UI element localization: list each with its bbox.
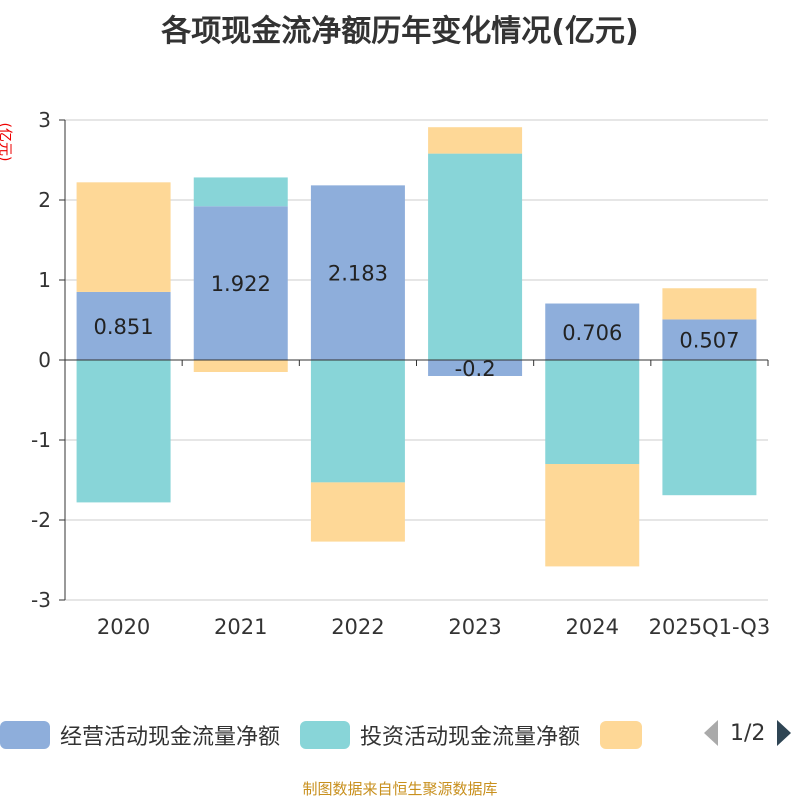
data-label: 0.851	[94, 315, 154, 339]
legend-item-investing[interactable]: 投资活动现金流量净额	[300, 719, 580, 751]
bar-1-2024	[545, 303, 640, 360]
bar-1-2020	[76, 291, 171, 360]
bar-2-2025Q1-Q3	[662, 360, 757, 496]
bar-3-2022	[310, 482, 405, 542]
bar-1-2023	[428, 360, 523, 376]
chart-title: 各项现金流净额历年变化情况(亿元)	[161, 14, 639, 49]
bar-2-2021	[193, 177, 288, 207]
plot-area: 3 2 1 0 -1 -2 -3 0.851 2020 1.922 2021 2.183 2022 -0.…	[31, 108, 771, 639]
data-label: -0.2	[455, 357, 496, 381]
x-tick-label: 2022	[331, 615, 384, 639]
legend-label: 投资活动现金流量净额	[360, 725, 581, 750]
bar-2-2024	[545, 360, 640, 464]
source-note: 制图数据来自恒生聚源数据库	[302, 780, 498, 798]
legend-pager: 1/2	[700, 718, 795, 748]
legend-swatch	[300, 721, 351, 749]
legend: 经营活动现金流量净额 投资活动现金流量净额	[0, 718, 672, 752]
bar-2-2022	[310, 360, 405, 483]
data-label: 0.507	[679, 329, 739, 353]
legend-item-third[interactable]	[600, 721, 652, 749]
legend-label: 经营活动现金流量净额	[60, 725, 281, 750]
data-label: 1.922	[211, 272, 271, 296]
data-label: 2.183	[328, 262, 388, 286]
y-tick-label: 3	[38, 108, 51, 132]
bar-1-2025Q1-Q3	[662, 319, 757, 360]
x-tick-label: 2025Q1-Q3	[649, 615, 771, 639]
bar-3-2023	[428, 127, 523, 154]
y-tick-label: 2	[38, 188, 51, 212]
bar-3-2024	[545, 464, 640, 567]
legend-swatch	[600, 721, 643, 749]
bar-3-2025Q1-Q3	[662, 288, 757, 320]
x-tick-label: 2021	[214, 615, 267, 639]
bar-2-2023	[428, 153, 523, 360]
legend-item-operating[interactable]: 经营活动现金流量净额	[0, 719, 280, 751]
x-tick-label: 2023	[448, 615, 501, 639]
bar-2-2020	[76, 360, 171, 503]
x-tick-label: 2024	[566, 615, 619, 639]
y-tick-label: -2	[31, 508, 51, 532]
y-tick-label: -1	[31, 428, 51, 452]
bar-1-2022	[310, 185, 405, 360]
data-label: 0.706	[562, 321, 622, 345]
prev-page-icon[interactable]	[700, 718, 722, 748]
legend-swatch	[0, 721, 50, 749]
y-tick-label: 1	[38, 268, 51, 292]
bar-3-2021	[193, 360, 288, 372]
page-indicator: 1/2	[730, 720, 766, 746]
bar-1-2021	[193, 206, 288, 360]
y-tick-label: -3	[31, 588, 51, 612]
x-tick-label: 2020	[97, 615, 150, 639]
next-page-icon[interactable]	[773, 718, 795, 748]
bar-3-2020	[76, 182, 171, 292]
y-tick-label: 0	[38, 348, 51, 372]
